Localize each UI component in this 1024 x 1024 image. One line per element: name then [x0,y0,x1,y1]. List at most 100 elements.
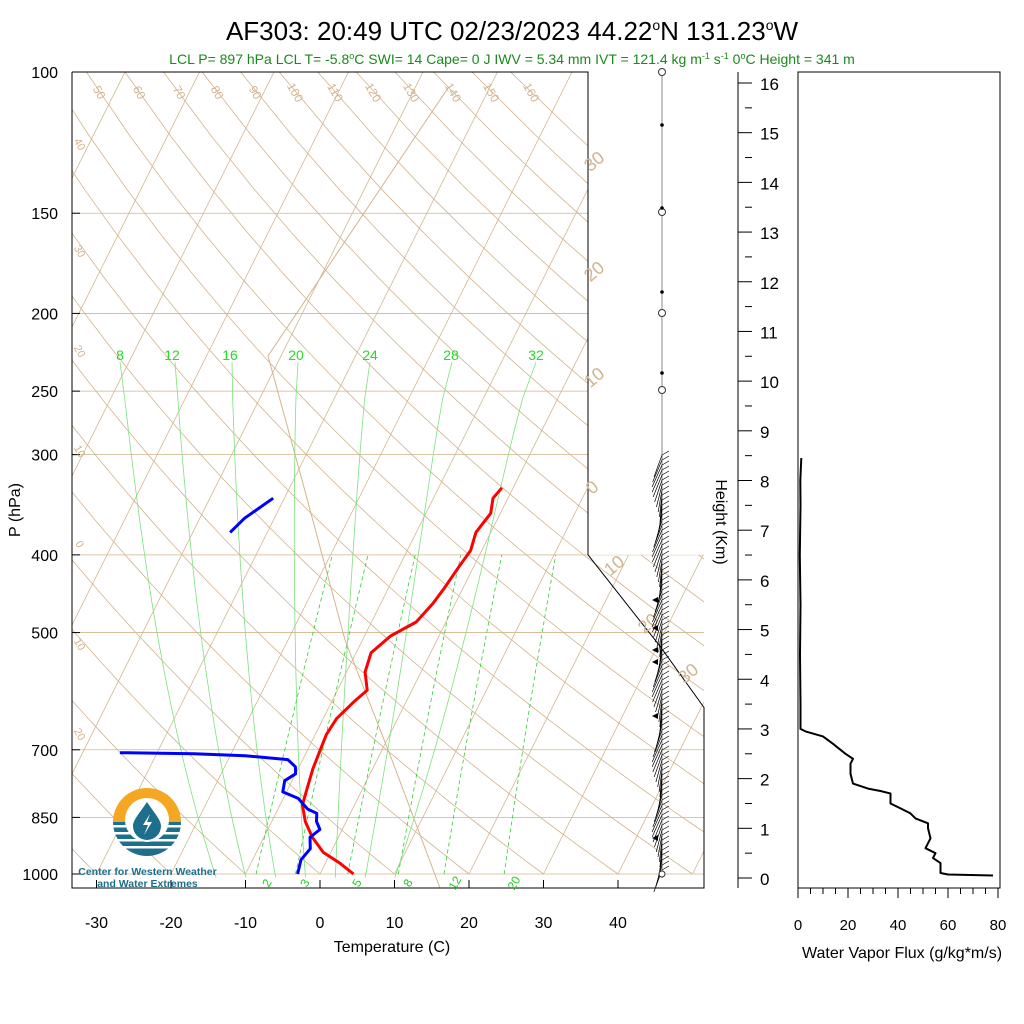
height-tick-label: 5 [760,622,769,641]
corner-mask [588,71,711,555]
wind-barb [653,684,663,708]
stats-line: LCL P= 897 hPa LCL T= -5.8oC SWI= 14 Cap… [169,51,855,67]
height-tick-label: 10 [760,373,779,392]
wind-barb-flag [661,810,670,816]
theta-left-label: 20 [71,726,88,743]
dry-adiabat-label: 60 [130,83,149,102]
wind-barb-flag [661,725,670,731]
wind-barb [651,744,663,768]
dry-adiabat [240,72,704,518]
dry-adiabat [72,359,619,875]
wind-barb-flag [661,730,670,736]
wind-barb [654,824,663,848]
dry-adiabat [163,72,704,603]
wind-barb-flag [661,515,670,521]
theta-left-label: 30 [71,243,88,260]
wind-barb-flag [661,455,670,461]
pressure-tick-label: 700 [31,743,58,760]
isotherm [96,72,498,875]
wind-barb-flag [661,660,670,666]
wind-barb-flag [661,780,670,786]
parcel-trajectory [267,87,449,888]
height-tick-label: 11 [760,323,778,342]
wind-barb [654,729,663,753]
height-tick-label: 4 [760,671,769,690]
pressure-tick-label: 150 [31,206,58,223]
theta-right-label: 30 [674,659,702,687]
isotherm [170,72,573,875]
height-tick-label: 12 [760,274,779,293]
wind-barb [652,804,663,828]
wind-barb-flag [661,460,670,466]
wind-barb-flag [661,745,670,751]
wind-barb-flag [661,585,670,591]
moist-adiabat [174,362,247,878]
wind-barb-flag [661,665,670,671]
temperature-tick-label: 10 [386,915,404,932]
wind-barb-flag [661,470,670,476]
temperature-tick-label: -20 [159,915,182,932]
wind-barb [654,619,663,643]
wind-barb-flag [661,770,670,776]
theta-left-label: 0 [72,539,85,550]
stat-lcl-t: LCL T= -5.8 [276,51,350,67]
wind-barb-flag [661,650,670,656]
wind-barb-flag [661,600,670,606]
wind-barb [654,479,663,503]
flux-profile-line [798,458,994,877]
dry-adiabat [72,170,704,785]
flux-tick-label: 20 [840,917,857,934]
stat-ivt: IVT = 121.4 kg m [595,51,702,67]
wind-barb-flag [661,775,670,781]
mixing-ratio-line [503,554,557,875]
wind-barb-flag [661,550,670,556]
temperature-tick-label: -30 [85,915,108,932]
mixing-ratio-top-label: 28 [443,347,459,363]
isotherm [692,850,704,875]
wind-barb-flag [661,790,670,796]
flux-xlabel: Water Vapor Flux (g/kg*m/s) [802,945,1002,962]
flux-frame [797,71,1001,889]
wind-barb [656,484,663,508]
wind-barb-flag [661,740,670,746]
height-tick-label: 2 [760,771,769,790]
wind-barb-flag [661,800,670,806]
dry-adiabat-label: 150 [480,80,502,105]
wind-barb-flag [661,560,670,566]
wind-barb-flag [661,700,670,706]
mixing-ratio-top-label: 8 [116,347,124,363]
wind-barb [651,739,663,763]
dry-adiabat [72,424,544,875]
wind-barb-flag [661,480,670,486]
wind-barb [651,464,663,488]
theta-left-label: 20 [71,343,88,360]
height-tick-label: 7 [760,522,769,541]
flux-tick-label: 60 [940,917,957,934]
dry-adiabat-label: 90 [246,83,265,102]
dry-adiabat [72,491,470,875]
wind-barb-flag [661,715,670,721]
flux-tick-label: 0 [794,917,802,934]
temperature-tick-label: 0 [316,915,325,932]
height-tick-label: 16 [760,75,779,94]
skewt-profiles [119,486,504,876]
wind-barb [655,519,663,543]
wind-barb-flag [661,510,670,516]
wind-barb-flag [661,695,670,701]
upper-dewpoint-line [229,496,275,534]
logo-caption: Center for Western Weather and Water Ext… [70,866,225,890]
wind-barb [653,754,663,778]
wind-barb [653,524,663,548]
wind-barb [653,594,663,618]
wind-pennant [652,835,658,841]
pressure-tick-label: 1000 [22,867,58,884]
wind-barb-flag [661,475,670,481]
moist-adiabat [394,361,537,878]
wind-barb-flag [661,655,670,661]
wind-barb-flag [661,495,670,501]
dry-adiabat-label: 80 [208,83,227,102]
dry-adiabat-label: 120 [362,80,384,105]
height-tick-label: 15 [760,125,779,144]
wind-barb-flag [661,685,670,691]
wind-barb-flag [661,570,670,576]
